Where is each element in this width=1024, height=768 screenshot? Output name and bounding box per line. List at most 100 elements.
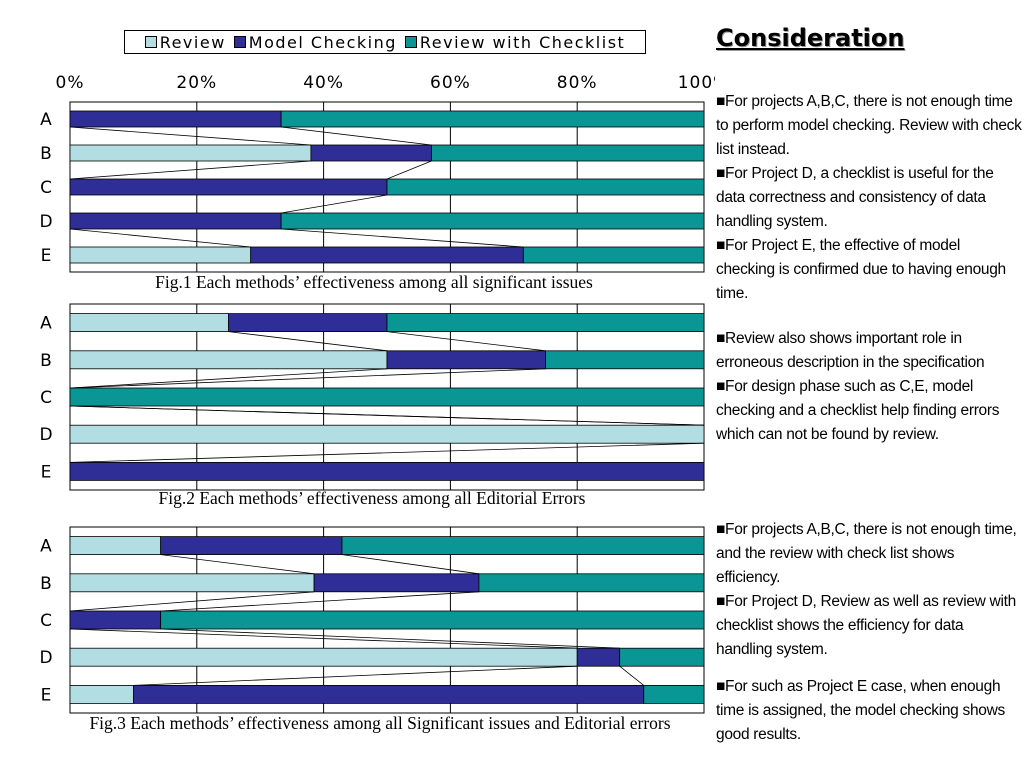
series-connector-line (160, 554, 315, 575)
category-label: D (39, 425, 52, 445)
category-label: A (40, 537, 52, 557)
bar-segment-model-checking (69, 110, 282, 128)
category-label: C (40, 178, 52, 198)
note-item: ■For projects A,B,C, there is not enough… (716, 93, 1022, 158)
bar-segment-review (69, 685, 134, 704)
series-connector-line (69, 228, 251, 248)
series-connector-line (69, 405, 705, 426)
category-label: B (40, 351, 52, 371)
bar-segment-review-with-checklist (430, 144, 705, 162)
series-connector-line (341, 554, 479, 575)
note-item: ■Review also shows important role in err… (716, 330, 985, 371)
series-connector-line (69, 368, 546, 389)
x-tick-label: 60% (430, 73, 471, 93)
series-connector-line (281, 126, 432, 146)
series-connector-line (69, 628, 578, 649)
bar-segment-review-with-checklist (160, 610, 705, 630)
bar-segment-review-with-checklist (643, 685, 705, 704)
category-label: C (40, 388, 52, 408)
series-connector-line (619, 665, 645, 686)
bar-segment-review-with-checklist (478, 573, 705, 593)
legend-label-review: Review (159, 32, 226, 52)
note-item: ■For Project E, the effective of model c… (716, 237, 1006, 302)
series-connector-line (69, 368, 388, 389)
bar-segment-review-with-checklist (619, 647, 705, 667)
x-tick-label: 20% (176, 73, 217, 93)
bar-segment-review-with-checklist (69, 387, 705, 407)
legend-item-review: Review (144, 32, 226, 52)
bar-segment-review (69, 647, 578, 667)
bar-segment-model-checking (386, 350, 546, 370)
category-label: A (40, 110, 52, 130)
bar-segment-review (69, 144, 312, 162)
category-label: E (41, 685, 52, 705)
series-connector-line (281, 228, 524, 248)
chart-legend: Review Model Checking Review with Checkl… (124, 30, 646, 54)
bar-segment-model-checking (160, 536, 343, 555)
bar-segment-review-with-checklist (522, 246, 705, 264)
series-connector-line (133, 665, 578, 686)
bar-segment-model-checking (228, 313, 388, 333)
legend-item-model-checking: Model Checking (233, 32, 397, 52)
category-label: E (41, 246, 52, 266)
bar-segment-review-with-checklist (545, 350, 705, 370)
series-connector-line (386, 331, 546, 352)
note-item: ■For such as Project E case, when enough… (716, 678, 1005, 743)
bar-segment-model-checking (576, 647, 621, 667)
page-title: Consideration (716, 24, 905, 52)
category-label: C (40, 611, 52, 631)
legend-label-model-checking: Model Checking (248, 32, 397, 52)
category-label: D (39, 648, 52, 668)
legend-swatch-review (144, 36, 157, 48)
legend-swatch-model-checking (233, 36, 246, 48)
legend-swatch-review-with-checklist (404, 36, 417, 48)
notes-block-1: ■For projects A,B,C, there is not enough… (716, 90, 1022, 306)
notes-block-3: ■For projects A,B,C, there is not enough… (716, 518, 1022, 662)
bar-segment-review (69, 246, 252, 264)
bar-segment-review (69, 424, 705, 444)
bar-segment-review-with-checklist (280, 212, 705, 230)
category-label: D (39, 212, 52, 232)
series-connector-line (281, 194, 388, 214)
note-item: ■For Project D, a checklist is useful fo… (716, 165, 994, 230)
series-connector-line (160, 628, 620, 649)
bar-segment-model-checking (310, 144, 432, 162)
legend-item-review-with-checklist: Review with Checklist (404, 32, 626, 52)
bar-segment-review-with-checklist (280, 110, 705, 128)
category-label: A (40, 314, 52, 334)
bar-segment-model-checking (69, 610, 162, 630)
series-connector-line (69, 126, 311, 146)
bar-segment-model-checking (132, 685, 645, 704)
series-connector-line (69, 160, 311, 180)
note-item: ■For design phase such as C,E, model che… (716, 378, 1000, 443)
chart-caption: Fig.3 Each methods’ effectiveness among … (89, 713, 670, 733)
bar-segment-review (69, 313, 229, 333)
series-connector-line (69, 591, 315, 612)
series-connector-line (228, 331, 388, 352)
bar-segment-model-checking (250, 246, 524, 264)
x-tick-label: 0% (56, 73, 85, 93)
note-item: ■For Project D, Review as well as review… (716, 593, 1016, 658)
x-tick-label: 80% (557, 73, 598, 93)
bar-segment-review-with-checklist (386, 178, 705, 196)
series-connector-line (386, 160, 432, 180)
note-item: ■For projects A,B,C, there is not enough… (716, 521, 1017, 586)
notes-block-4: ■For such as Project E case, when enough… (716, 675, 1022, 747)
chart-caption: Fig.1 Each methods’ effectiveness among … (155, 272, 593, 292)
bar-segment-review-with-checklist (386, 313, 705, 333)
bar-segment-model-checking (313, 573, 480, 593)
bar-segment-review (69, 536, 162, 555)
bar-segment-model-checking (69, 461, 705, 481)
series-connector-line (160, 591, 479, 612)
x-tick-label: 40% (303, 73, 344, 93)
bar-segment-model-checking (69, 212, 282, 230)
bar-segment-review (69, 573, 315, 593)
series-connector-line (69, 442, 705, 463)
bar-segment-model-checking (69, 178, 388, 196)
category-label: B (40, 574, 52, 594)
legend-label-review-with-checklist: Review with Checklist (419, 32, 626, 52)
